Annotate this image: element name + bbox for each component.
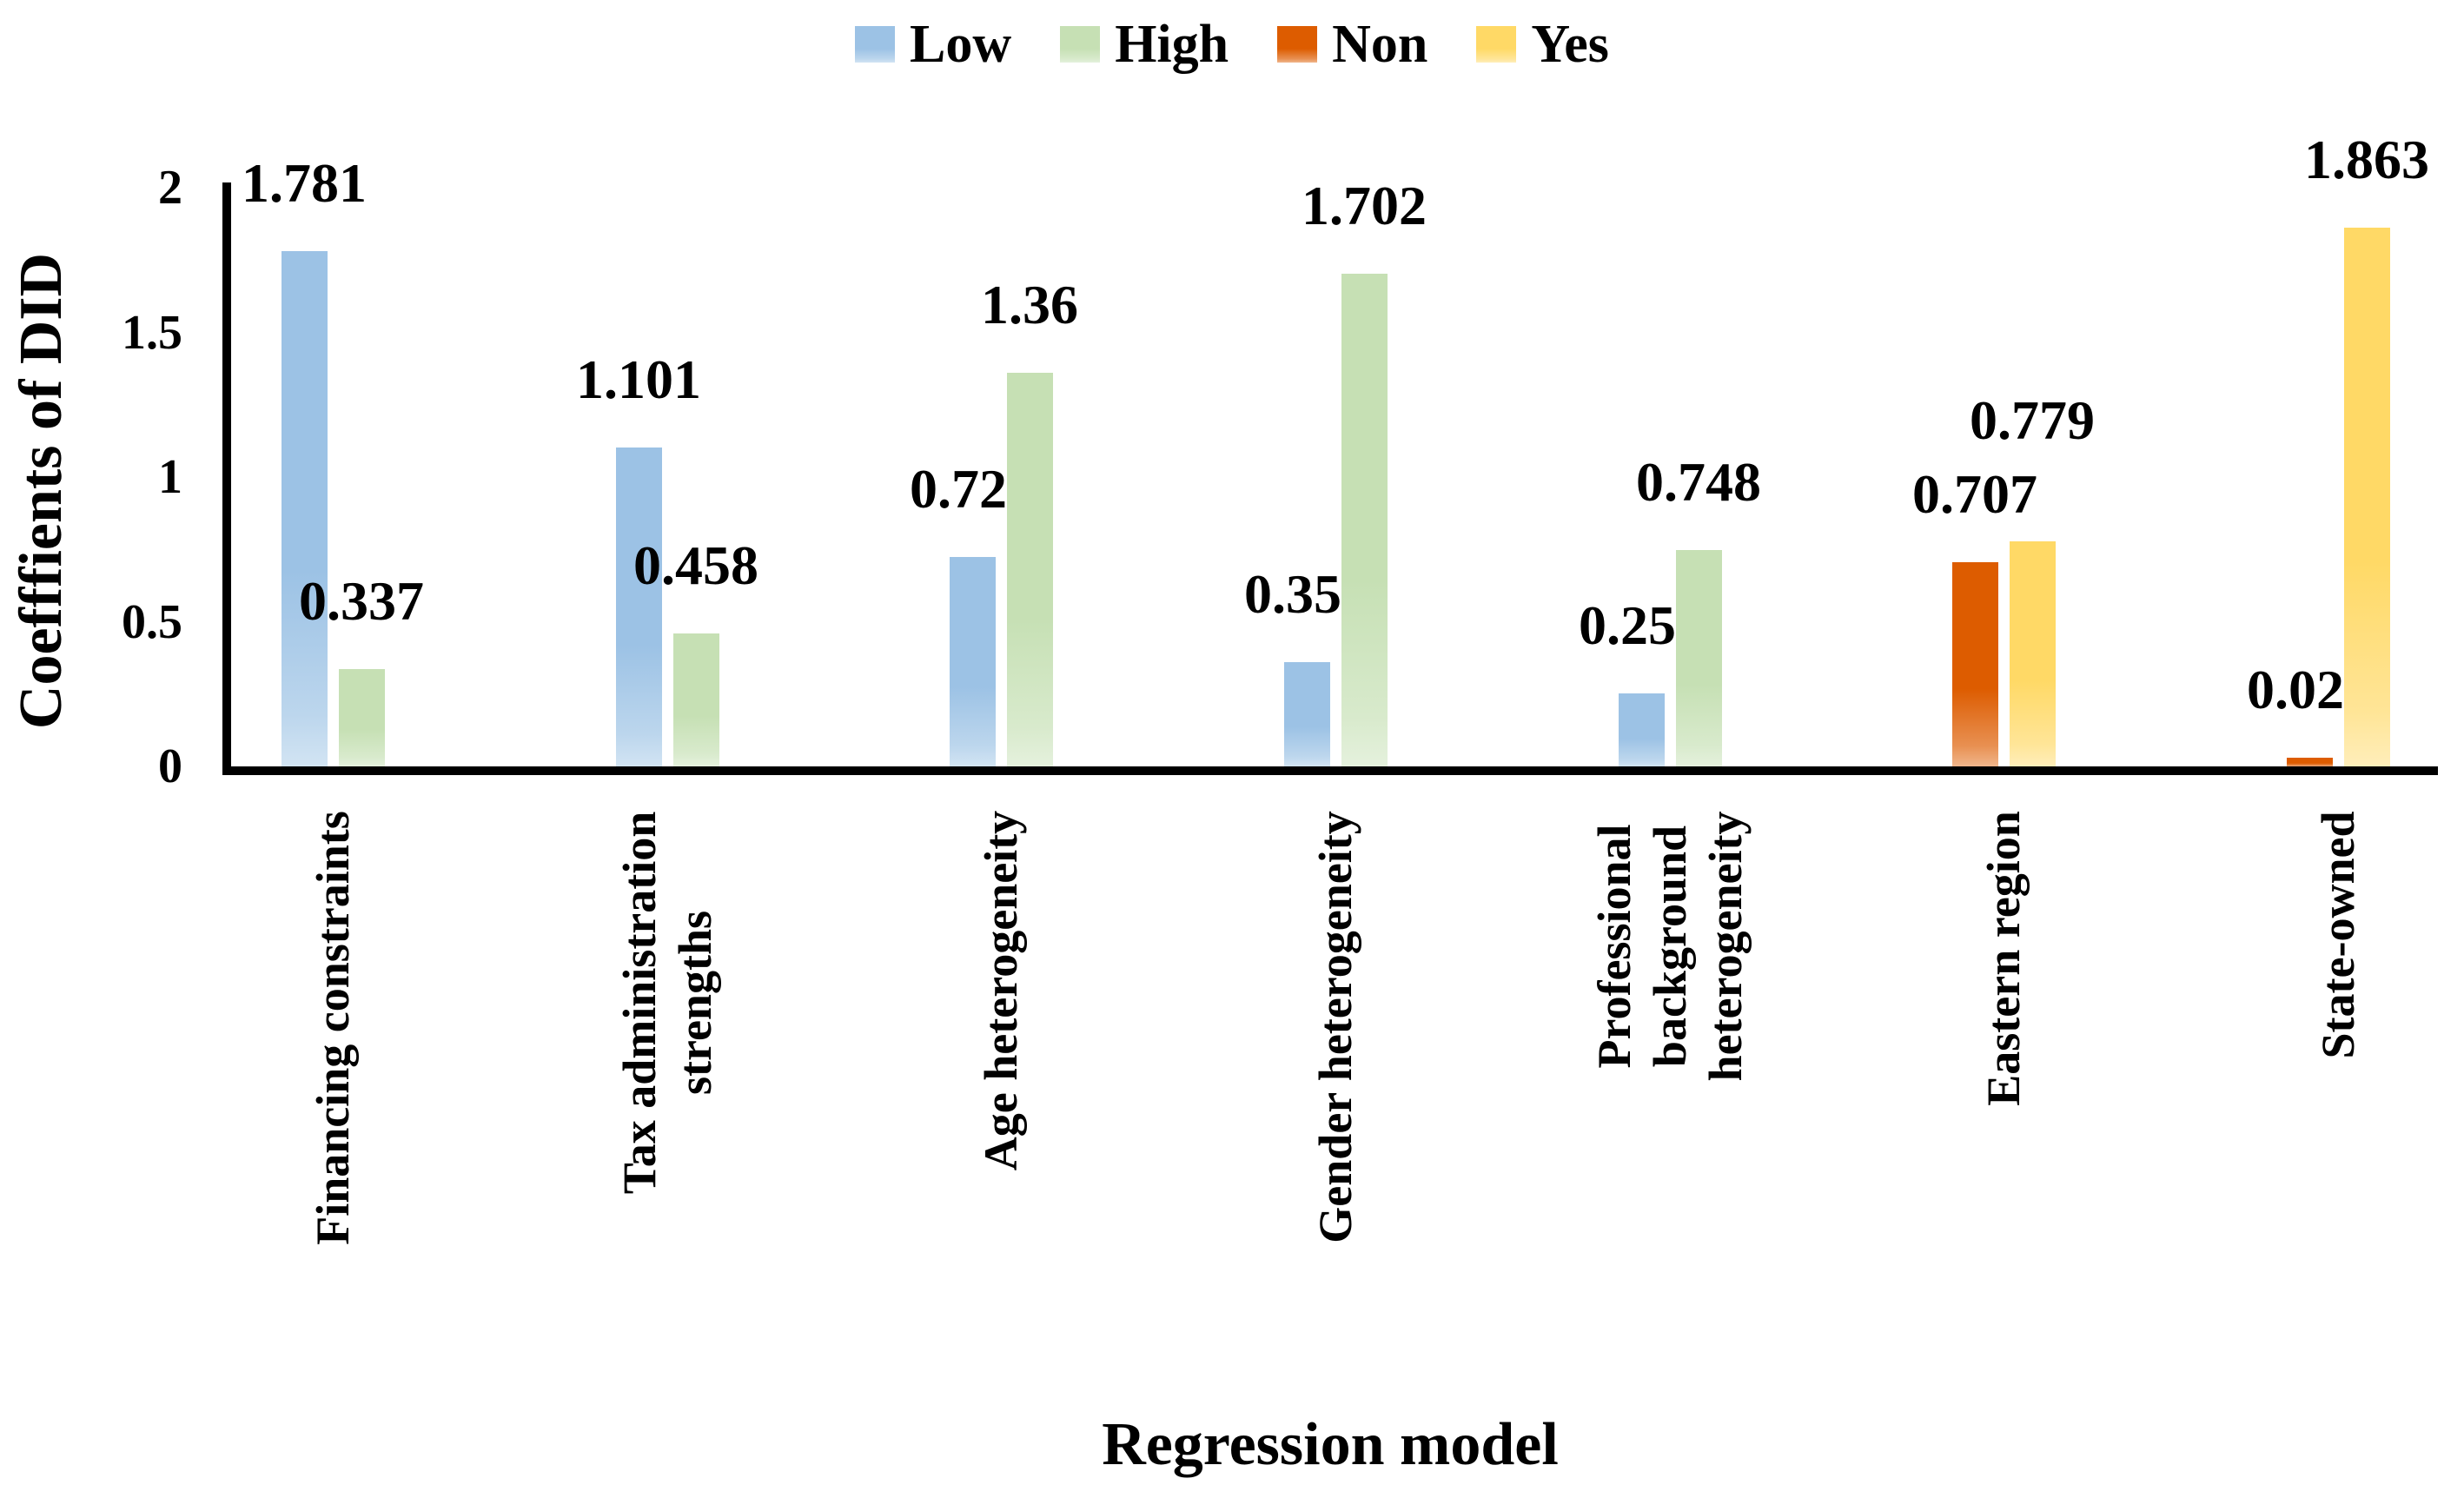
bar-low-category-1 xyxy=(281,251,328,766)
legend-item-low: Low xyxy=(855,17,1011,71)
legend-swatch-icon xyxy=(1277,26,1318,63)
y-axis-tick-label: 1.5 xyxy=(122,305,182,360)
y-axis-tick-label: 2 xyxy=(158,161,182,215)
x-category-label: Financing constraints xyxy=(307,811,359,1245)
x-category-label: State-owned xyxy=(2312,811,2364,1058)
x-category-label: Tax administration strengths xyxy=(613,811,721,1194)
x-category-label: Professional background heterogeneity xyxy=(1588,811,1752,1081)
data-label: 1.781 xyxy=(242,152,367,214)
data-label: 1.702 xyxy=(1302,175,1427,236)
legend-label: Yes xyxy=(1531,15,1609,74)
data-label: 0.707 xyxy=(1912,463,2037,525)
data-label: 0.748 xyxy=(1636,451,1761,513)
bar-low-category-5 xyxy=(1618,693,1665,766)
legend-label: High xyxy=(1115,15,1229,74)
data-label: 1.36 xyxy=(981,274,1078,335)
chart-legend: Low High Non Yes xyxy=(0,17,2464,71)
bar-high-category-3 xyxy=(1006,373,1053,766)
x-axis-line xyxy=(222,766,2438,775)
bar-low-category-3 xyxy=(949,557,996,766)
bar-non-category-6 xyxy=(1951,562,1998,766)
x-axis-title: Regression model xyxy=(1102,1411,1559,1478)
y-axis-tick-label: 1 xyxy=(158,450,182,504)
bar-high-category-5 xyxy=(1675,550,1722,766)
x-category-label: Age heterogeneity xyxy=(975,810,1027,1171)
data-label: 0.337 xyxy=(299,570,424,632)
y-axis-tick-label: 0 xyxy=(158,739,182,793)
y-axis-tick-label: 0.5 xyxy=(122,594,182,649)
data-label: 1.101 xyxy=(576,348,701,410)
legend-item-high: High xyxy=(1060,17,1229,71)
bar-low-category-4 xyxy=(1283,662,1330,766)
bar-high-category-1 xyxy=(338,669,385,766)
legend-swatch-icon xyxy=(1060,26,1101,63)
bar-non-category-7 xyxy=(2286,758,2333,766)
legend-swatch-icon xyxy=(855,26,896,63)
bar-high-category-4 xyxy=(1341,274,1388,766)
data-label: 1.863 xyxy=(2304,129,2429,190)
bar-low-category-2 xyxy=(615,448,662,766)
y-axis-line xyxy=(222,182,231,775)
data-label: 0.779 xyxy=(1970,389,2095,451)
legend-swatch-icon xyxy=(1476,26,1517,63)
legend-label: Low xyxy=(910,15,1012,74)
x-category-label: Gender heterogeneity xyxy=(1309,810,1361,1243)
legend-label: Non xyxy=(1332,15,1428,74)
legend-item-non: Non xyxy=(1277,17,1427,71)
data-label: 0.458 xyxy=(633,534,758,596)
bar-yes-category-6 xyxy=(2009,541,2056,766)
bar-high-category-2 xyxy=(672,633,719,766)
x-category-label: Eastern region xyxy=(1977,810,2030,1106)
bar-yes-category-7 xyxy=(2343,228,2390,766)
legend-item-yes: Yes xyxy=(1476,17,1609,71)
